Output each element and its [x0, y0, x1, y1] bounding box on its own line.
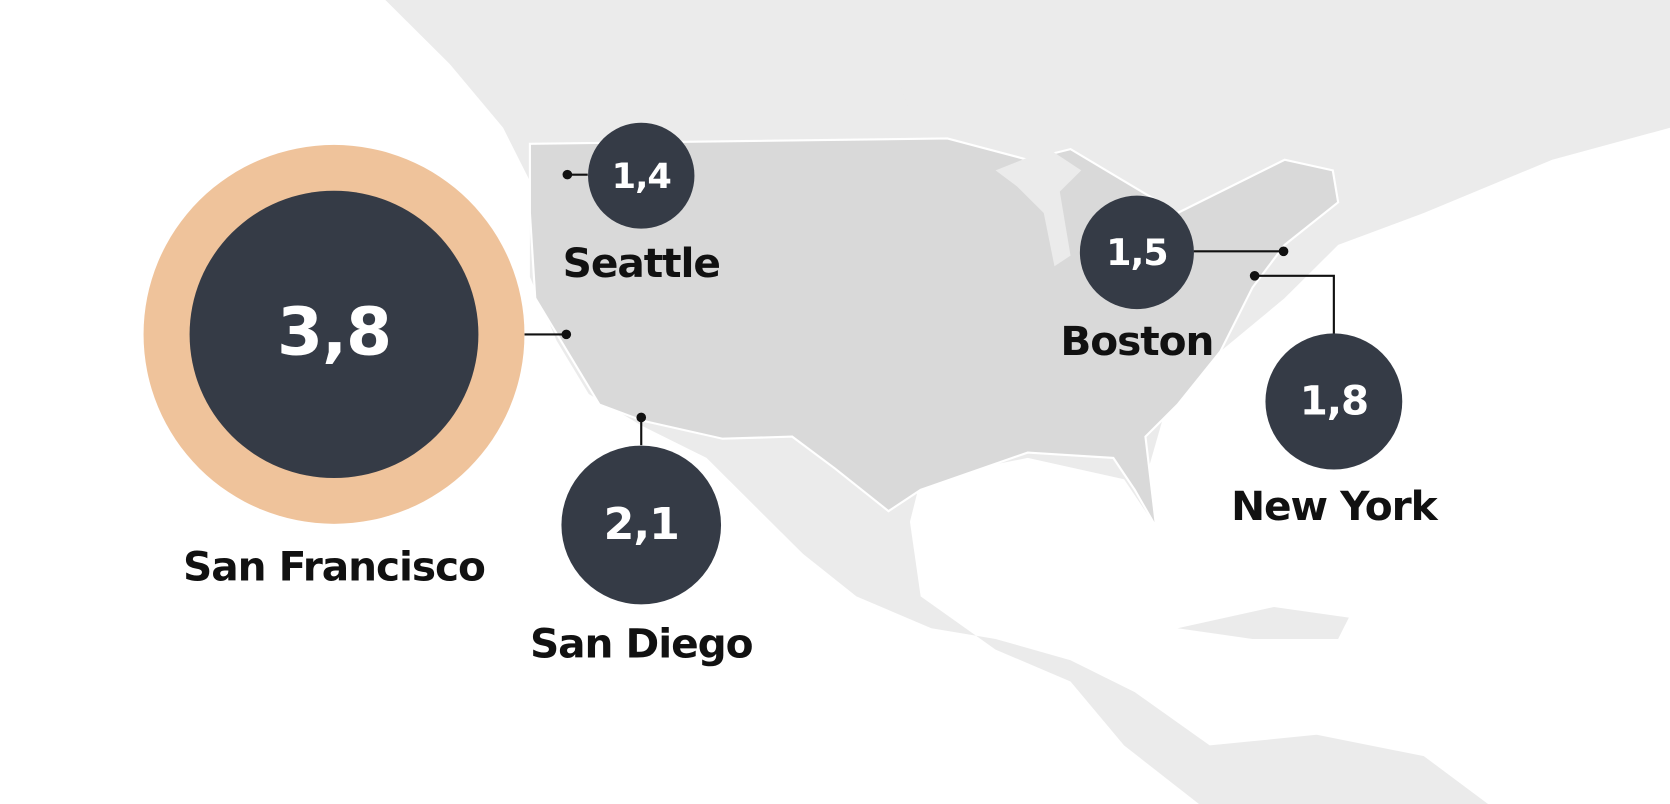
land: [888, 47, 926, 112]
connector-dot: [562, 169, 573, 180]
bubble: [1079, 195, 1194, 310]
city-label: San Diego: [530, 619, 753, 667]
connector-dot: [1249, 271, 1260, 281]
bubble: [588, 122, 695, 229]
basemap: [385, 0, 1670, 804]
value-label: 1,4: [612, 156, 671, 197]
land: [1177, 606, 1349, 639]
connector: [1254, 274, 1335, 335]
value-label: 2,1: [604, 499, 679, 550]
bubbles: 3,8 San Francisco 1,4 Seattle 2,1 San Diego 1,…: [143, 122, 1440, 667]
lake: [995, 149, 1082, 267]
city-label: New York: [1231, 482, 1439, 530]
value-label: 3,8: [277, 294, 391, 371]
bubble: [189, 190, 479, 479]
city-label: San Francisco: [183, 543, 485, 591]
connector-dot: [1278, 246, 1289, 257]
connector-dot: [561, 329, 572, 340]
value-label: 1,5: [1106, 231, 1167, 274]
bubble: [1265, 333, 1403, 470]
city-label: Boston: [1060, 317, 1213, 365]
connector-dot: [636, 412, 647, 423]
bubble: [561, 445, 722, 605]
value-label: 1,8: [1300, 379, 1368, 425]
city-label: Seattle: [563, 239, 720, 287]
